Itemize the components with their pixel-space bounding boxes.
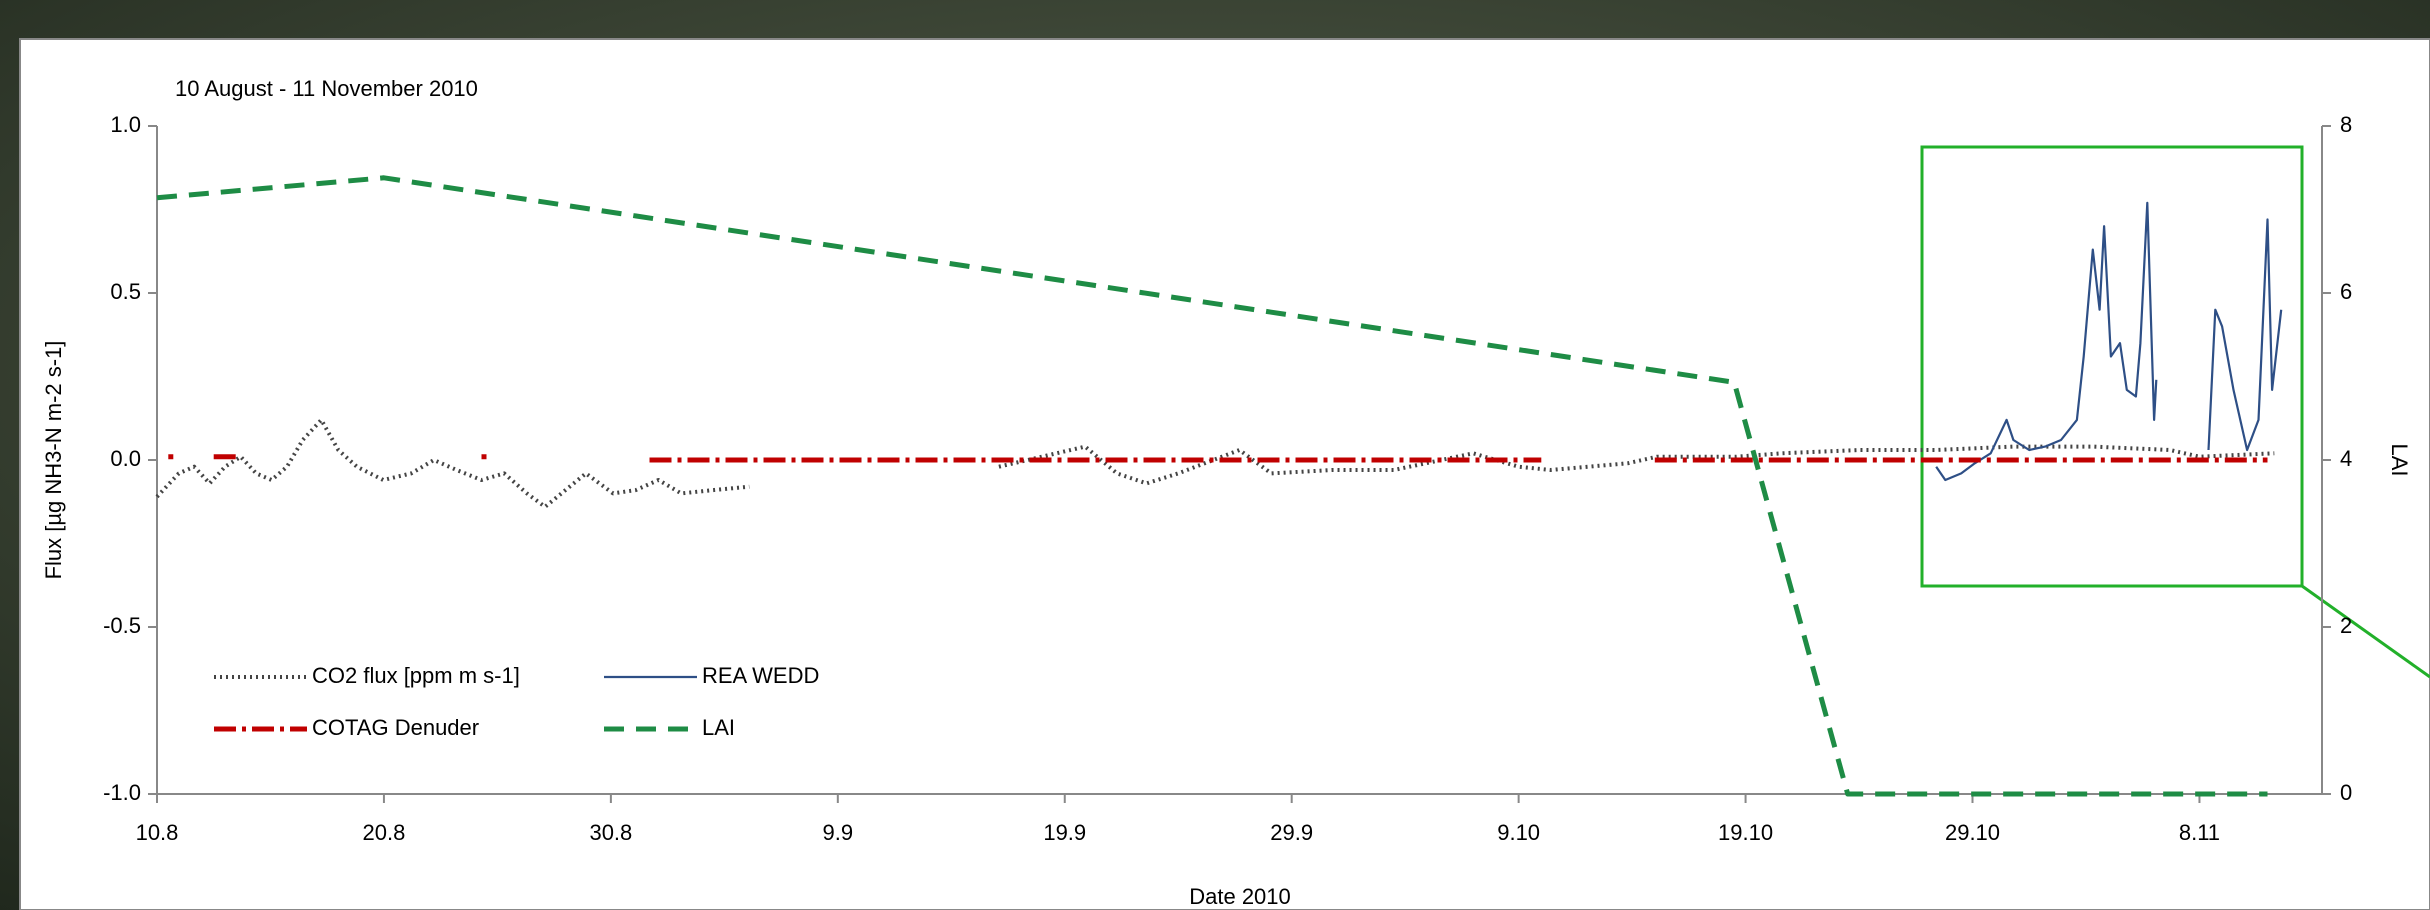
- y-tick-label: 0.5: [110, 279, 141, 304]
- legend-label: REA WEDD: [702, 663, 819, 688]
- y2-axis-label: LAI: [2387, 443, 2412, 476]
- y-tick-label: -1.0: [103, 780, 141, 805]
- y2-tick-label: 0: [2340, 780, 2352, 805]
- chart: 10 August - 11 November 2010 Date 2010 F…: [0, 0, 2430, 910]
- y2-tick-label: 4: [2340, 446, 2352, 471]
- x-tick-label: 29.9: [1270, 820, 1313, 845]
- y-tick-label: -0.5: [103, 613, 141, 638]
- chart-panel: [20, 39, 2430, 910]
- x-tick-label: 9.10: [1497, 820, 1540, 845]
- y2-tick-label: 2: [2340, 613, 2352, 638]
- x-tick-label: 8.11: [2179, 820, 2220, 845]
- x-tick-label: 19.9: [1043, 820, 1086, 845]
- y-tick-label: 1.0: [110, 112, 141, 137]
- y2-tick-label: 6: [2340, 279, 2352, 304]
- y2-tick-label: 8: [2340, 112, 2352, 137]
- x-tick-label: 9.9: [823, 820, 854, 845]
- legend-label: COTAG Denuder: [312, 715, 479, 740]
- x-tick-label: 10.8: [136, 820, 179, 845]
- x-tick-label: 20.8: [363, 820, 406, 845]
- x-tick-label: 29.10: [1945, 820, 2000, 845]
- x-axis-label: Date 2010: [1189, 884, 1291, 909]
- page: {"chart_data": { "type": "line", "title"…: [0, 0, 2430, 910]
- chart-title: 10 August - 11 November 2010: [175, 76, 478, 101]
- y-tick-label: 0.0: [110, 446, 141, 471]
- y-axis-label: Flux [µg NH3-N m-2 s-1]: [41, 341, 66, 580]
- legend-label: CO2 flux [ppm m s-1]: [312, 663, 520, 688]
- x-tick-label: 19.10: [1718, 820, 1773, 845]
- x-tick-label: 30.8: [589, 820, 632, 845]
- legend-label: LAI: [702, 715, 735, 740]
